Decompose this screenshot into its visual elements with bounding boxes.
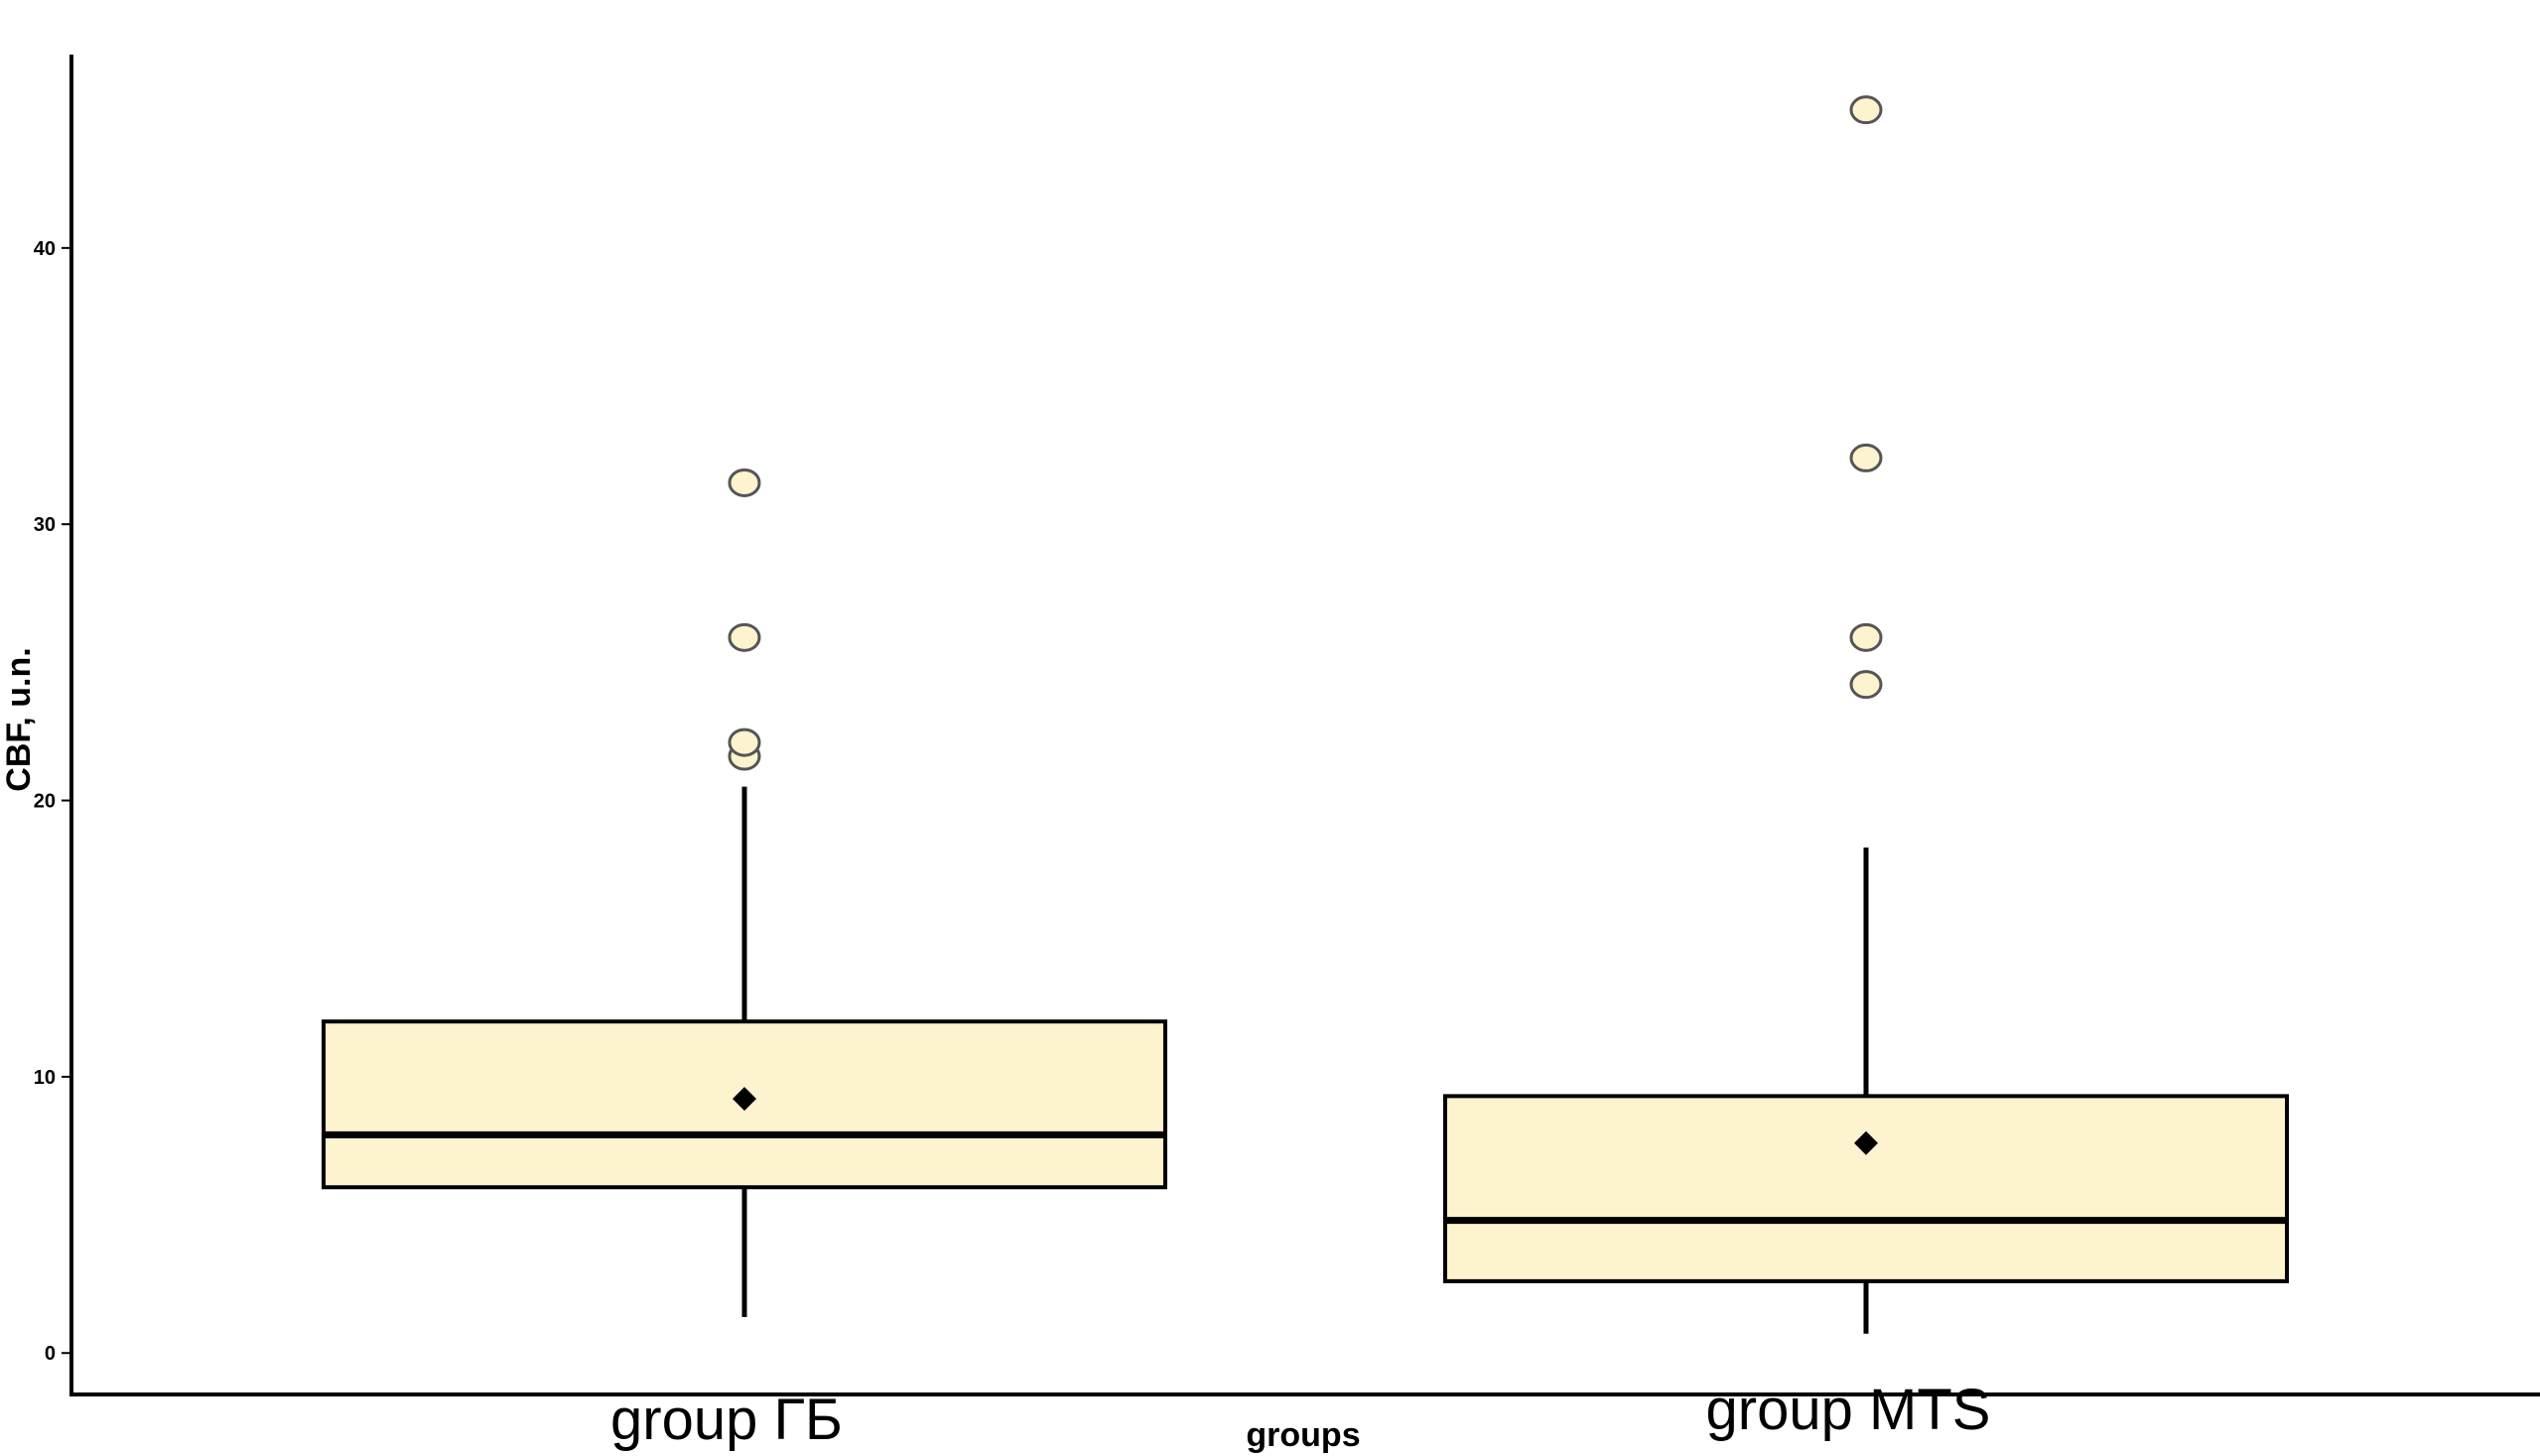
- outlier-point: [728, 728, 761, 757]
- y-tick-label: 20: [34, 791, 56, 813]
- y-ticks: 0 10 20 30 40: [34, 238, 71, 1365]
- mean-marker: [733, 1087, 756, 1112]
- boxes: [322, 95, 2289, 1334]
- outlier-point: [1849, 622, 1883, 652]
- outlier-point: [728, 467, 761, 497]
- axes: 0 10 20 30 40: [34, 55, 2540, 1396]
- y-tick-label: 10: [34, 1067, 56, 1089]
- y-tick-label: 40: [34, 238, 56, 260]
- y-axis-title: CBF, u.n.: [0, 647, 38, 791]
- outlier-point: [1849, 443, 1883, 472]
- x-axis-title: groups: [1246, 1416, 1360, 1454]
- box-group: [1443, 95, 2289, 1334]
- y-tick-label: 30: [34, 514, 56, 536]
- outlier-point: [1849, 95, 1883, 125]
- mean-marker: [1854, 1130, 1878, 1155]
- outlier-point: [1849, 670, 1883, 700]
- category-labels: group ГБ group MTS: [610, 1378, 1990, 1452]
- iqr-box: [1443, 1094, 2289, 1283]
- y-tick-label: 0: [45, 1343, 56, 1365]
- outlier-point: [728, 622, 761, 652]
- category-label: group ГБ: [610, 1388, 843, 1452]
- box-group: [322, 467, 1167, 1318]
- category-label: group MTS: [1706, 1378, 1991, 1442]
